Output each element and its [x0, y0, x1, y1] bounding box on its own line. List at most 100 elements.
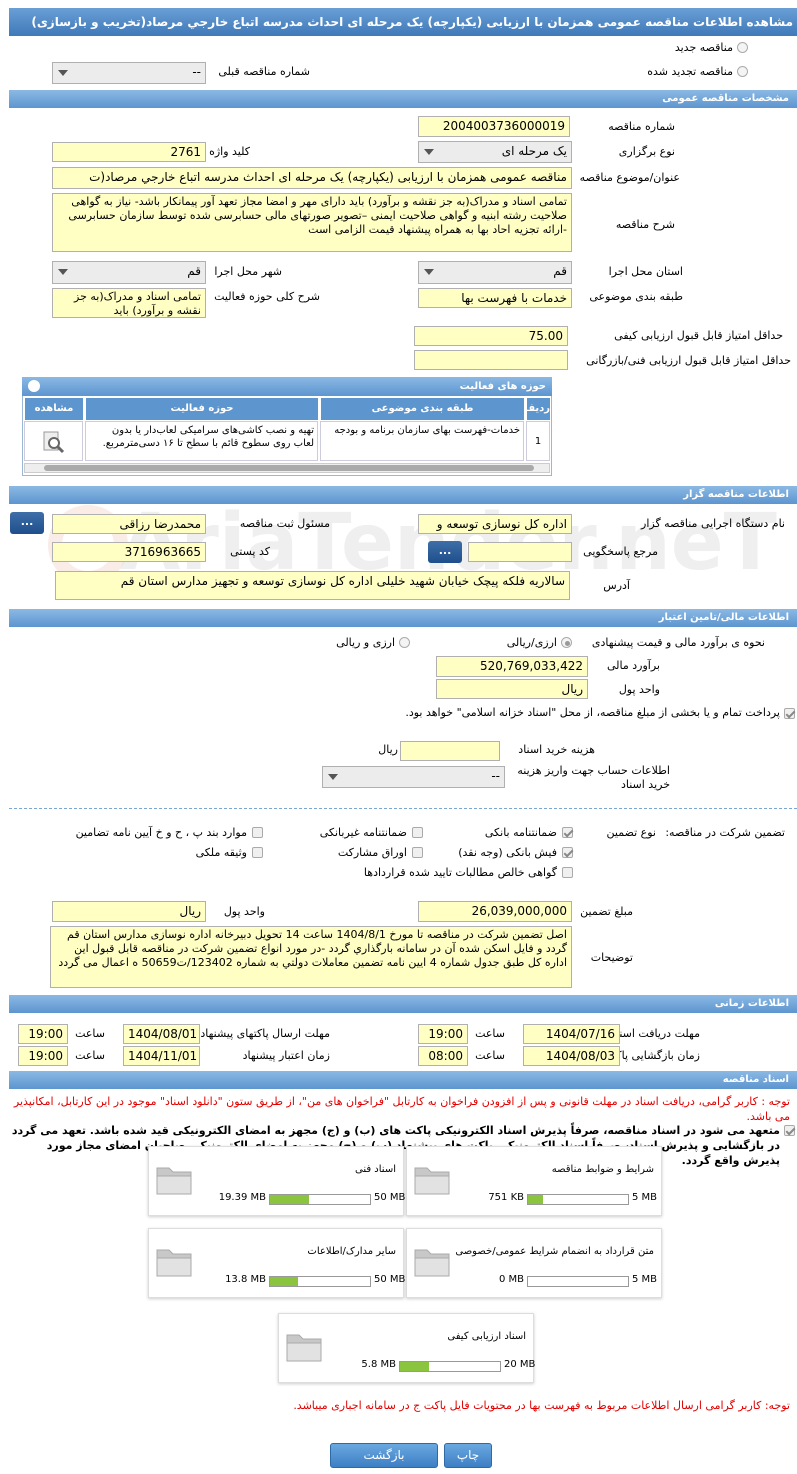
field-value: 1404/08/03 [523, 1046, 620, 1066]
folder-icon [154, 1160, 196, 1198]
field-value: 1404/11/01 [123, 1046, 200, 1066]
back-button[interactable]: بازگشت [330, 1443, 438, 1468]
field-value: اصل تضمین شرکت در مناقصه تا مورخ 1404/8/… [50, 926, 572, 988]
file-size: 19.39 MB [218, 1192, 266, 1203]
checkbox-label: ضمانتنامه غیربانکی [319, 826, 407, 839]
checkbox-guarantee[interactable] [252, 847, 263, 858]
field-label: مهلت دریافت اسناد [611, 1027, 700, 1040]
field-label: ساعت [475, 1027, 505, 1040]
field-label: واحد پول [618, 683, 660, 696]
column-header: حوزه فعالیت [85, 398, 318, 420]
checkbox-guarantee[interactable] [252, 827, 263, 838]
field-label: زمان اعتبار پیشنهاد [242, 1049, 330, 1062]
panel-header: حوزه های فعالیت [22, 377, 552, 396]
field-label: کلید واژه [209, 145, 250, 158]
checkbox-label: گواهی خالص مطالبات تایید شده قراردادها [363, 866, 557, 879]
checkbox-commitment[interactable] [784, 1125, 795, 1136]
progress-bar [269, 1276, 371, 1287]
field-label: برآورد مالی [607, 659, 660, 672]
field-value: تمامی اسناد و مدراک(به جز نقشه و برآورد)… [52, 193, 572, 252]
field-label: مهلت ارسال پاکتهای پیشنهاد [200, 1027, 330, 1040]
field-value: 1404/07/16 [523, 1024, 620, 1044]
progress-bar [269, 1194, 371, 1205]
field-label: مناقصه جدید [674, 41, 733, 54]
reference-button[interactable]: ... [428, 541, 462, 563]
file-name: سایر مدارک/اطلاعات [307, 1246, 396, 1257]
field-label: شرح مناقصه [615, 218, 675, 231]
field-label: شماره مناقصه قبلی [218, 65, 310, 78]
field-label: هزینه خرید اسناد [518, 743, 595, 756]
file-max: 20 MB [504, 1359, 536, 1370]
radio-currency-rial[interactable] [399, 637, 410, 648]
checkbox-guarantee[interactable] [412, 827, 423, 838]
field-value: 75.00 [414, 326, 568, 346]
field-label: حداقل امتیاز قابل قبول ارزیابی کیفی [614, 329, 783, 342]
file-size: 0 MB [498, 1274, 524, 1285]
field-label: شماره مناقصه [608, 120, 675, 133]
field-value: مناقصه عمومی همزمان با ارزیابی (یکپارچه)… [52, 167, 572, 189]
file-size: 5.8 MB [361, 1359, 396, 1370]
field-value: 19:00 [18, 1024, 68, 1044]
field-label: عنوان/موضوع مناقصه [579, 171, 680, 184]
checkbox-guarantee[interactable] [562, 847, 573, 858]
field-label: واحد پول [223, 905, 265, 918]
field-label: نوع تضمین [606, 826, 656, 839]
radio-renewed[interactable] [737, 66, 748, 77]
checkbox-label: فیش بانکی (وجه نقد) [458, 846, 557, 859]
progress-bar [399, 1361, 501, 1372]
file-name: متن قرارداد به انضمام شرایط عمومی/خصوصی [455, 1246, 654, 1257]
collapse-icon[interactable] [28, 380, 40, 392]
column-header: مشاهده [24, 398, 83, 420]
field-value: 1404/08/01 [123, 1024, 200, 1044]
checkbox-guarantee[interactable] [412, 847, 423, 858]
progress-fill [528, 1195, 543, 1204]
select: -- [52, 62, 206, 84]
field-label: مرجع پاسخگویی [583, 545, 658, 558]
select: قم [418, 261, 572, 284]
progress-fill [400, 1362, 429, 1371]
checkbox-label: اوراق مشارکت [337, 846, 407, 859]
field-value: 26,039,000,000 [418, 901, 572, 922]
field-label: ارزی و ریالی [336, 636, 395, 649]
field-value: 19:00 [18, 1046, 68, 1066]
select: -- [322, 766, 505, 788]
field-value [414, 350, 568, 370]
file-size: 13.8 MB [225, 1274, 266, 1285]
radio-new[interactable] [737, 42, 748, 53]
progress-bar [527, 1276, 629, 1287]
section-header: مشخصات مناقصه عمومی [9, 90, 797, 108]
field-label: ساعت [75, 1027, 105, 1040]
field-value: 3716963665 [52, 542, 206, 562]
field-value [468, 542, 572, 562]
select: یک مرحله ای [418, 141, 572, 163]
field-label: طبقه بندی موضوعی [589, 290, 683, 303]
notice: توجه : کاربر گرامی، دریافت اسناد در مهلت… [13, 1095, 790, 1123]
file-max: 50 MB [374, 1192, 406, 1203]
table-cell: تهیه و نصب کاشی‌های سرامیکی لعاب‌دار یا … [85, 421, 318, 461]
checkbox-guarantee[interactable] [562, 827, 573, 838]
more-button[interactable]: ... [10, 512, 44, 534]
field-value: 2761 [52, 142, 206, 162]
checkbox-treasury[interactable] [784, 708, 795, 719]
column-header: طبقه بندی موضوعی [320, 398, 524, 420]
field-label: مناقصه تجدید شده [647, 65, 733, 78]
radio-rial[interactable] [561, 637, 572, 648]
checkbox-label: موارد بند پ ، ح و خ آیین نامه تضامین [75, 826, 247, 839]
field-label: نوع برگزاری [618, 145, 675, 158]
progress-bar [527, 1194, 629, 1205]
folder-icon [412, 1160, 454, 1198]
dashed-divider [9, 808, 797, 809]
file-size: 751 KB [488, 1192, 524, 1203]
checkbox-label: ضمانتنامه بانکی [484, 826, 557, 839]
checkbox-guarantee[interactable] [562, 867, 573, 878]
field-label: تضمین شرکت در مناقصه: [665, 826, 785, 839]
field-value: ریال [52, 901, 206, 922]
view-cell[interactable] [24, 421, 83, 461]
progress-fill [270, 1277, 298, 1286]
column-header: ردیف [523, 398, 550, 420]
print-button[interactable]: چاپ [444, 1443, 492, 1468]
field-label: ارزی/ریالی [506, 636, 557, 649]
section-header: اطلاعات زمانی [9, 995, 797, 1013]
treasury-text: پرداخت تمام و یا بخشی از مبلغ مناقصه، از… [405, 706, 780, 719]
